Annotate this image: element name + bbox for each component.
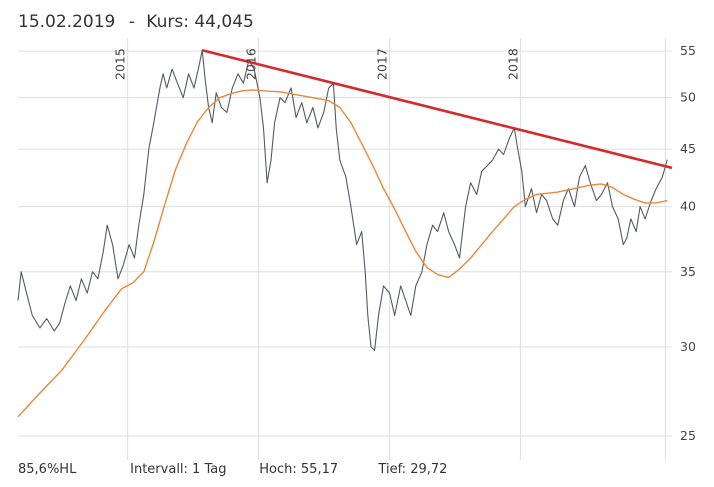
y-tick-label: 30: [680, 339, 696, 354]
footer-interval: Intervall: 1 Tag: [130, 462, 227, 477]
y-tick-label: 55: [680, 43, 696, 58]
header-date: 15.02.2019: [18, 12, 116, 32]
chart-footer: 85,6%HL Intervall: 1 Tag Hoch: 55,17 Tie…: [18, 462, 447, 477]
header-price-value: 44,045: [194, 12, 254, 32]
header-price-label: Kurs:: [146, 12, 189, 32]
grid: [18, 38, 672, 460]
x-tick-label: 2018: [505, 48, 520, 80]
y-tick-label: 40: [680, 199, 696, 214]
series-layer: [17, 48, 673, 418]
series-moving-average: [17, 89, 668, 418]
header-separator: -: [128, 12, 135, 32]
chart-header: 15.02.2019 - Kurs: 44,045: [18, 12, 254, 32]
series-trendline: [201, 48, 673, 170]
y-tick-label: 50: [680, 90, 696, 105]
x-tick-label: 2016: [243, 48, 258, 80]
footer-high: Hoch: 55,17: [259, 462, 339, 477]
x-tick-label: 2015: [113, 48, 128, 80]
x-tick-label: 2017: [375, 48, 390, 80]
footer-low: Tief: 29,72: [378, 462, 448, 477]
y-tick-label: 35: [680, 264, 696, 279]
axis-labels: 25 30 35 40 45 50 55 2015 2016 2017 2018: [113, 43, 696, 443]
y-tick-label: 45: [680, 141, 696, 156]
series-price: [17, 49, 668, 351]
footer-scale: 85,6%HL: [18, 462, 77, 477]
y-tick-label: 25: [680, 428, 696, 443]
